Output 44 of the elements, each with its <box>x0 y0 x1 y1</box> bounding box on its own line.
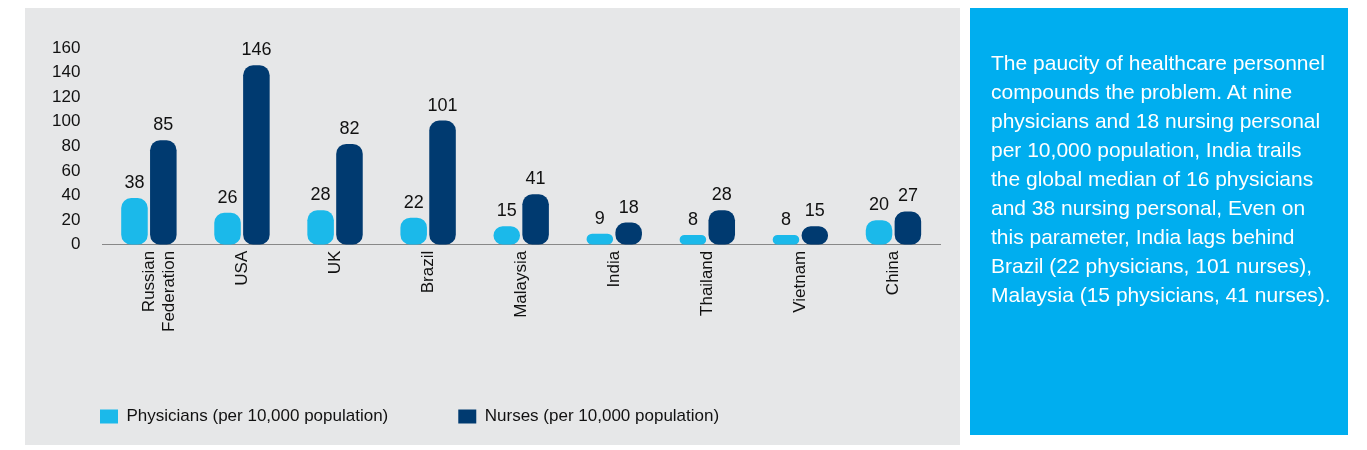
data-label: 15 <box>496 200 517 221</box>
bar <box>150 140 177 245</box>
data-label: 8 <box>780 208 791 229</box>
y-tick-label: 0 <box>70 234 81 254</box>
data-label: 28 <box>711 184 732 205</box>
x-tick-label: Brazil <box>417 250 437 294</box>
x-tick-label: Vietnam <box>790 250 810 313</box>
x-tick-label: Malaysia <box>510 250 530 318</box>
bar <box>429 120 456 245</box>
data-label: 101 <box>427 94 458 115</box>
y-tick-label: 100 <box>51 111 81 131</box>
data-label: 28 <box>310 184 331 205</box>
y-tick-label: 40 <box>61 185 81 205</box>
data-label: 9 <box>594 207 605 228</box>
data-label: 82 <box>339 117 360 138</box>
x-tick-label: India <box>603 250 623 288</box>
x-tick-label: China <box>883 250 903 296</box>
data-label: 26 <box>217 186 238 207</box>
x-tick-label: Russian Federation <box>138 250 178 333</box>
data-label: 20 <box>869 194 890 215</box>
data-label: 8 <box>687 208 698 229</box>
bar <box>243 65 270 245</box>
data-label: 85 <box>153 114 174 135</box>
text: The paucity of healthcare personnel compounds the problem. At nine physicians and 18 nursing personal per 10,000 population, India trails the global median of 16 physicians and 38 nursing personal, Even on this parameter, India lags behind Brazil (22 physicians, 101 nurses), Malaysia (15 physicians, 41 nurses). <box>991 51 1331 306</box>
y-tick-label: 140 <box>51 62 81 82</box>
data-label: 38 <box>124 171 145 192</box>
y-tick-label: 60 <box>61 160 81 180</box>
data-label: 22 <box>403 191 424 212</box>
data-label: 27 <box>897 185 918 206</box>
x-tick-label: USA <box>231 250 251 286</box>
y-tick-label: 160 <box>51 37 81 57</box>
legend-label: Nurses (per 10,000 population) <box>484 406 720 426</box>
y-tick-label: 80 <box>61 136 81 156</box>
data-label: 18 <box>618 196 639 217</box>
data-label: 15 <box>804 200 825 221</box>
y-tick-label: 120 <box>51 86 81 106</box>
x-tick-label: UK <box>324 250 344 275</box>
legend-label: Physicians (per 10,000 population) <box>126 406 389 426</box>
data-label: 41 <box>525 168 546 189</box>
data-label: 146 <box>241 39 272 60</box>
x-tick-label: Thailand <box>697 250 717 316</box>
bar <box>522 194 549 245</box>
bar <box>336 143 363 245</box>
y-tick-label: 20 <box>61 209 81 229</box>
